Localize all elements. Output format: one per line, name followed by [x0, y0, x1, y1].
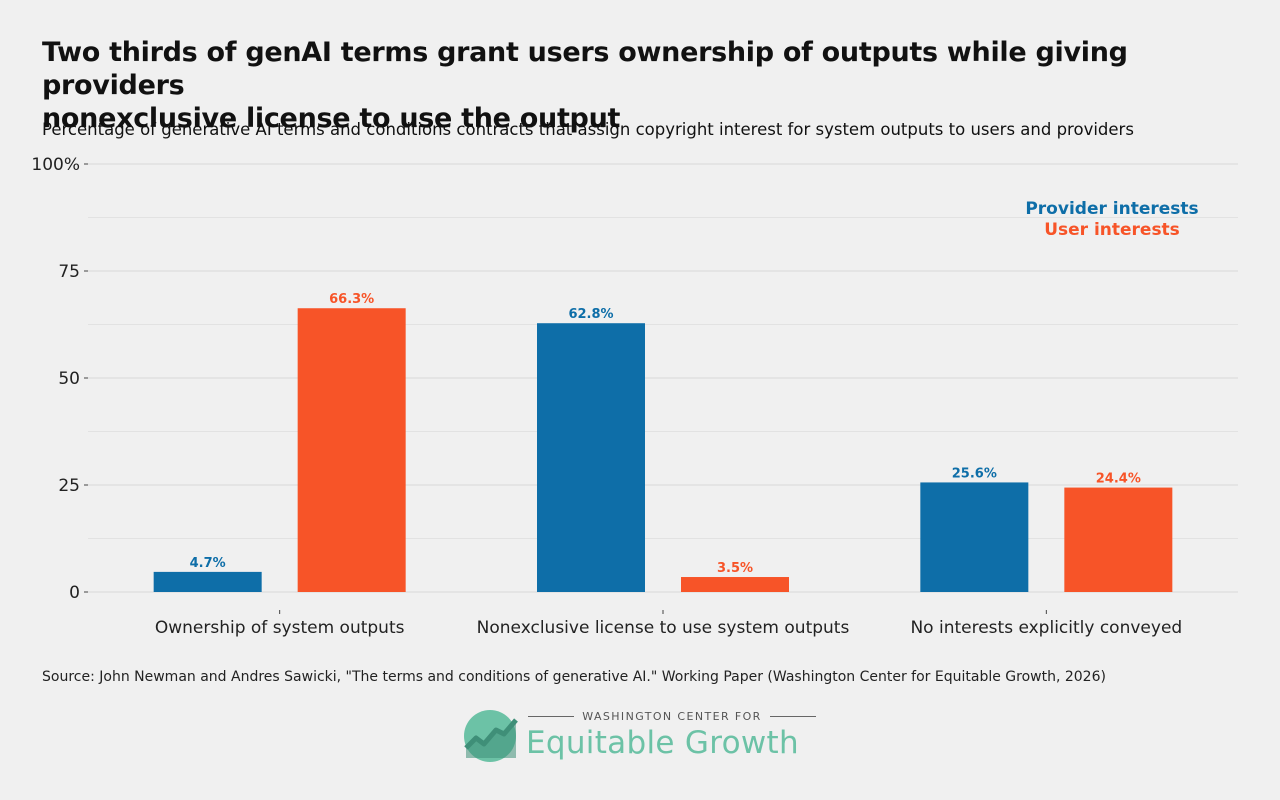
y-tick-label: 75: [58, 262, 80, 282]
legend-item: Provider interests: [1025, 199, 1198, 219]
bar-chart: 0 25 50 75 100% Ownership of system outputs 4.…: [31, 155, 1238, 638]
data-label: 4.7%: [190, 556, 226, 571]
chart-subtitle: Percentage of generative AI terms and co…: [42, 120, 1134, 139]
logo-tagline: WASHINGTON CENTER FOR: [528, 710, 816, 723]
chart-title: Two thirds of genAI terms grant users ow…: [42, 36, 1262, 135]
chart-title-line-1: Two thirds of genAI terms grant users ow…: [42, 37, 1128, 101]
data-label: 62.8%: [568, 307, 613, 322]
source-note: Source: John Newman and Andres Sawicki, …: [42, 669, 1106, 685]
bar-provider-interests: [537, 323, 645, 592]
y-tick-label: 25: [58, 476, 80, 496]
bar-provider-interests: [920, 482, 1029, 592]
logo-small-text: WASHINGTON CENTER FOR: [582, 710, 762, 723]
data-label: 25.6%: [952, 466, 997, 481]
data-label: 24.4%: [1096, 472, 1141, 487]
chart-title-line-2: nonexclusive license to use the output: [42, 103, 621, 134]
logo-rule-left: [528, 716, 575, 717]
bar-user-interests: [681, 577, 789, 592]
x-tick-label: Nonexclusive license to use system outpu…: [477, 618, 850, 638]
logo-rule-right: [769, 716, 816, 717]
y-tick-label: 0: [69, 583, 80, 603]
equitable-growth-logo-mark-icon: [464, 710, 518, 762]
x-tick-label: No interests explicitly conveyed: [910, 618, 1182, 638]
bar-user-interests: [1064, 487, 1173, 592]
bar-user-interests: [297, 308, 406, 592]
legend-item: User interests: [1044, 220, 1180, 240]
y-tick-label: 100%: [31, 155, 80, 175]
bar-provider-interests: [153, 571, 262, 592]
equitable-growth-logo: WASHINGTON CENTER FOR Equitable Growth: [462, 708, 822, 768]
x-tick-label: Ownership of system outputs: [155, 618, 405, 638]
logo-wordmark: Equitable Growth: [526, 725, 799, 761]
data-label: 66.3%: [329, 292, 374, 307]
data-label: 3.5%: [717, 561, 753, 576]
y-tick-label: 50: [58, 369, 80, 389]
